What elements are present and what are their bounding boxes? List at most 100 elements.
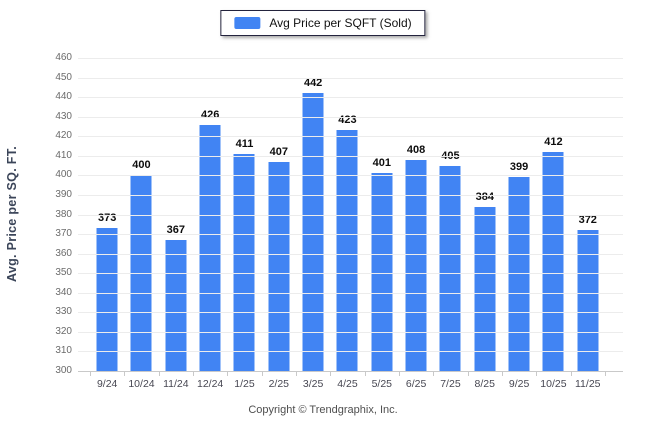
gridline: [78, 116, 623, 118]
y-tick-label: 400: [55, 169, 72, 181]
bar-5/25: [371, 173, 393, 371]
gridline: [78, 77, 623, 79]
bar-3/25: [302, 93, 324, 371]
x-tick-label: 1/25: [234, 378, 255, 390]
y-tick-label: 330: [55, 306, 72, 318]
y-tick-label: 440: [55, 91, 72, 103]
x-axis-labels: 9/24 10/24 11/24 12/24 1/25 2/25 3/25 4/25 5/25 6…: [90, 378, 605, 390]
bar-value-label: 400: [132, 159, 151, 171]
x-axis-tick: [193, 372, 194, 376]
x-tick-label: 9/25: [508, 378, 530, 390]
x-axis-tick: [90, 372, 91, 376]
y-tick-label: 380: [55, 208, 72, 220]
y-tick-label: 430: [55, 110, 72, 122]
y-tick-label: 420: [55, 130, 72, 142]
bar-value-label: 442: [303, 77, 323, 89]
bar-band: 384: [468, 58, 502, 371]
bar-band: 442: [296, 58, 330, 371]
bar-11/24: [165, 240, 187, 371]
bar-value-label: 408: [406, 144, 426, 156]
plot-area: 373 400 367 426 411 407 442 423 401 408 405 384 399 4…: [55, 52, 623, 376]
bar-2/25: [268, 162, 290, 371]
gridline: [78, 273, 623, 275]
bar-band: 407: [262, 58, 296, 371]
gridline: [78, 351, 623, 353]
x-axis-tick: [296, 372, 297, 376]
x-tick-label: 5/25: [371, 378, 392, 390]
bar-10/24: [130, 175, 152, 371]
chart-legend: Avg Price per SQFT (Sold): [220, 10, 426, 36]
bar-value-label: 426: [200, 109, 220, 121]
gridline: [78, 97, 623, 99]
bar-12/24: [199, 125, 221, 371]
gridline: [78, 155, 623, 157]
bar-11/25: [577, 230, 599, 371]
bar-band: 408: [399, 58, 433, 371]
legend-label: Avg Price per SQFT (Sold): [269, 16, 412, 30]
y-tick-label: 390: [55, 188, 72, 200]
y-tick-label: 340: [55, 286, 72, 298]
bar-band: 367: [159, 58, 193, 371]
y-tick-label: 370: [55, 228, 72, 240]
bars-container: 373 400 367 426 411 407 442 423 401 408 405 384 399 4…: [90, 58, 605, 371]
bar-band: 372: [571, 58, 605, 371]
x-tick-label: 3/25: [302, 378, 324, 390]
y-tick-label: 300: [55, 365, 72, 376]
x-axis-tick: [124, 372, 126, 376]
bar-1/25: [233, 154, 255, 371]
x-axis-tick: [433, 372, 435, 376]
bar-4/25: [336, 130, 358, 371]
x-axis-tick: [605, 372, 606, 376]
gridline: [78, 58, 623, 59]
bar-9/24: [96, 228, 118, 371]
x-tick-label: 4/25: [337, 378, 358, 390]
x-axis-tick: [227, 372, 229, 376]
bar-value-label: 401: [372, 157, 391, 169]
y-tick-label: 450: [55, 71, 72, 83]
gridline: [78, 214, 623, 216]
bar-value-label: 411: [235, 138, 254, 150]
x-axis-tick: [399, 372, 400, 376]
x-axis-tick: [502, 372, 503, 376]
x-tick-label: 9/24: [96, 378, 118, 390]
bar-value-label: 407: [269, 146, 288, 158]
bar-8/25: [474, 207, 496, 371]
gridline: [78, 253, 623, 255]
gridline: [78, 234, 623, 236]
gridline: [78, 194, 623, 196]
bar-6/25: [405, 160, 427, 371]
x-axis-tick: [330, 372, 332, 376]
x-tick-label: 10/24: [128, 378, 155, 390]
gridline: [78, 292, 623, 294]
bar-band: 411: [227, 58, 261, 371]
x-axis-line: [78, 371, 623, 372]
y-tick-label: 460: [55, 52, 72, 63]
bar-7/25: [439, 166, 461, 371]
bar-band: 400: [124, 58, 158, 371]
x-tick-label: 7/25: [440, 378, 461, 390]
bar-10/25: [542, 152, 564, 371]
y-tick-label: 410: [55, 149, 72, 161]
x-tick-label: 6/25: [405, 378, 427, 390]
bar-value-label: 412: [544, 136, 563, 148]
y-tick-label: 310: [55, 345, 72, 357]
bar-band: 426: [193, 58, 227, 371]
x-axis-tick: [570, 372, 572, 376]
x-tick-label: 2/25: [268, 378, 290, 390]
legend-swatch-icon: [234, 17, 261, 29]
x-tick-label: 12/24: [197, 378, 224, 390]
gridline: [78, 331, 623, 333]
y-tick-label: 320: [55, 325, 72, 337]
gridline: [78, 312, 623, 314]
x-axis-tick: [158, 372, 160, 376]
x-tick-label: 11/24: [163, 378, 189, 390]
copyright-text: Copyright © Trendgraphix, Inc.: [248, 404, 398, 416]
bar-value-label: 399: [509, 161, 529, 173]
bar-band: 401: [365, 58, 399, 371]
gridline: [78, 136, 623, 138]
x-tick-label: 10/25: [540, 378, 567, 390]
x-tick-label: 11/25: [575, 378, 601, 390]
x-axis-tick: [536, 372, 538, 376]
y-tick-label: 350: [55, 267, 72, 279]
